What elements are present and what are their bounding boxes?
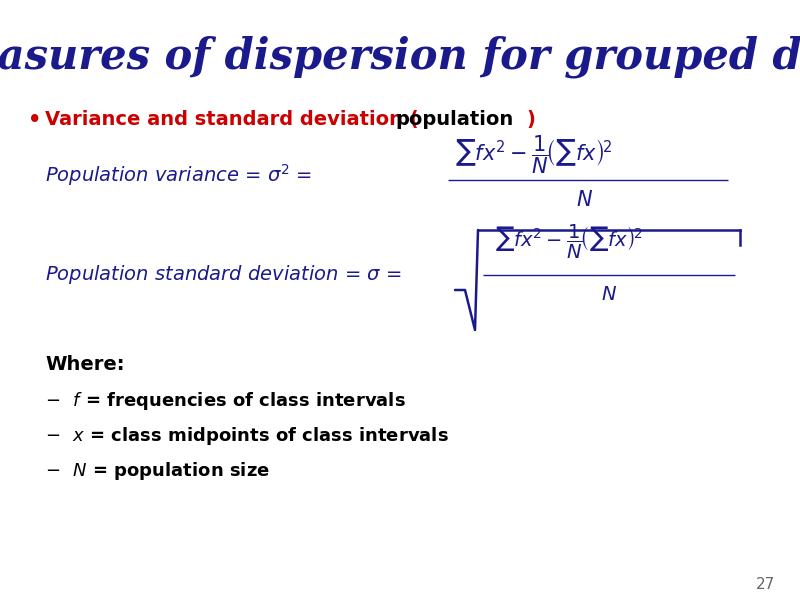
FancyArrow shape (448, 179, 728, 181)
Text: $-$  $f$ = frequencies of class intervals: $-$ $f$ = frequencies of class intervals (45, 390, 406, 412)
Text: Variance and standard deviation (: Variance and standard deviation ( (45, 110, 418, 129)
Text: $\sum fx^2 - \dfrac{1}{N}\!\left(\sum fx\right)^{\!2}$: $\sum fx^2 - \dfrac{1}{N}\!\left(\sum fx… (495, 223, 642, 261)
Text: population: population (395, 110, 514, 129)
Text: $-$  $x$ = class midpoints of class intervals: $-$ $x$ = class midpoints of class inter… (45, 425, 449, 447)
Text: ): ) (526, 110, 535, 129)
Text: $N$: $N$ (601, 286, 617, 304)
Text: $-$  $N$ = population size: $-$ $N$ = population size (45, 460, 270, 482)
Text: Population standard deviation = $\sigma$ =: Population standard deviation = $\sigma$… (45, 263, 402, 286)
Text: $N$: $N$ (577, 190, 594, 210)
Text: Population variance = $\sigma^2$ =: Population variance = $\sigma^2$ = (45, 162, 312, 188)
Text: Measures of dispersion for grouped data: Measures of dispersion for grouped data (0, 35, 800, 77)
Text: $\sum fx^2 - \dfrac{1}{N}\!\left(\sum fx\right)^{\!2}$: $\sum fx^2 - \dfrac{1}{N}\!\left(\sum fx… (455, 134, 613, 176)
Text: •: • (28, 110, 42, 130)
Text: Where:: Where: (45, 355, 125, 374)
Text: 27: 27 (756, 577, 775, 592)
